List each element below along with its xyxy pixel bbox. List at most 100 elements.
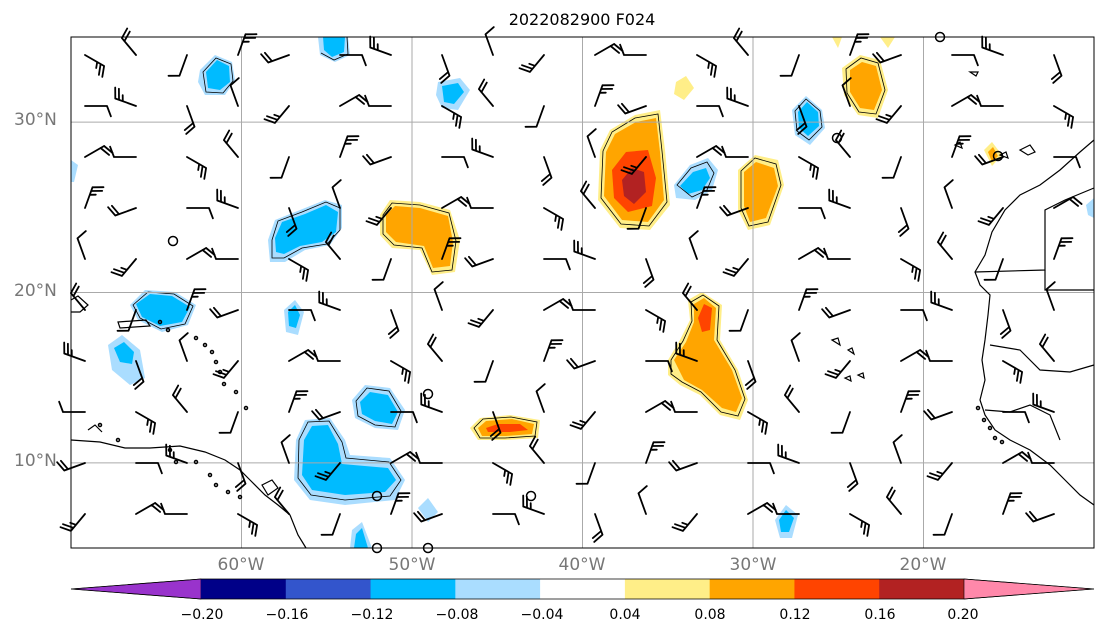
wind-barb	[135, 411, 156, 435]
wind-barb	[568, 298, 596, 311]
colorbar-swatch	[370, 579, 456, 599]
wind-barb	[441, 237, 462, 260]
wind-barb	[540, 156, 553, 186]
colorbar-swatch	[201, 579, 287, 599]
wind-barb	[671, 513, 698, 532]
wind-barb	[573, 239, 596, 260]
wind-barb	[186, 247, 216, 260]
wind-barb	[364, 94, 392, 107]
colorbar-tick-label: −0.04	[520, 607, 564, 623]
wind-barb	[849, 33, 870, 56]
island-dot	[233, 389, 239, 395]
senegal-border	[989, 344, 1095, 373]
wind-barb	[981, 35, 1004, 56]
island-dot	[999, 439, 1005, 445]
wind-barb	[110, 258, 137, 277]
wind-barb	[1002, 360, 1023, 384]
colorbar-tick-label: 0.04	[609, 607, 641, 623]
wind-barb	[798, 247, 828, 260]
wind-barb	[620, 156, 647, 175]
wind-barb	[900, 349, 930, 362]
wind-barb	[318, 290, 341, 311]
negative-anomaly-area	[418, 498, 438, 522]
negative-anomaly-area	[136, 294, 190, 326]
wind-barb	[1045, 281, 1056, 311]
wind-barb	[218, 411, 239, 434]
wind-barb	[900, 390, 921, 413]
wind-barb	[285, 207, 298, 237]
wind-barb	[637, 485, 648, 515]
wind-barb	[260, 51, 290, 64]
wind-barb	[70, 282, 86, 311]
wind-barb	[795, 105, 808, 135]
wind-barb	[932, 513, 953, 536]
cape-verde-coast	[830, 337, 865, 383]
wind-barb	[1002, 451, 1032, 464]
wind-barb	[420, 392, 443, 413]
hispaniola-coast	[70, 295, 89, 313]
wind-barb	[365, 207, 392, 226]
colorbar-swatch	[879, 579, 965, 599]
wind-barb	[433, 281, 444, 311]
wind-barb	[798, 207, 826, 220]
colorbar-swatch	[285, 579, 372, 599]
island-dot	[243, 405, 249, 411]
wind-barb	[784, 384, 800, 413]
wind-barb	[566, 357, 596, 370]
wind-barb	[543, 207, 564, 231]
positive-anomaly-area	[386, 206, 453, 268]
wind-barb	[209, 306, 239, 319]
island-dot	[981, 417, 987, 423]
wind-barb	[886, 486, 902, 515]
wind-barb	[438, 54, 451, 84]
lat-label-10n: 10°N	[14, 451, 57, 471]
wind-barb	[135, 502, 165, 515]
negative-anomaly-area	[1086, 198, 1094, 218]
gridlines	[71, 37, 1094, 548]
colorbar-tick-label: −0.08	[435, 607, 479, 623]
wind-barb	[645, 441, 666, 464]
wind-barb	[670, 400, 698, 413]
wind-barb	[178, 332, 189, 362]
wind-barb	[288, 390, 309, 413]
colorbar-swatch	[540, 579, 626, 599]
wind-barb	[390, 411, 418, 424]
wind-barb	[824, 360, 851, 379]
wind-barb	[747, 462, 775, 475]
colorbar-extend-low	[70, 578, 202, 600]
wind-barb	[524, 105, 545, 128]
colorbar-tick-label: −0.12	[350, 607, 394, 623]
wind-barb	[575, 462, 596, 485]
wind-barb	[926, 462, 953, 481]
wind-barb	[1027, 451, 1055, 464]
wind-barb	[1053, 156, 1081, 169]
lat-label-30n: 30°N	[14, 110, 57, 130]
wind-barb	[675, 341, 698, 362]
wind-barb	[897, 207, 910, 237]
island-dot	[202, 342, 208, 348]
calm-marker	[831, 132, 843, 144]
island-dot	[157, 319, 163, 325]
wind-barb	[747, 411, 768, 435]
calm-marker	[167, 235, 179, 247]
wind-barb	[237, 513, 258, 537]
wind-barb	[484, 26, 495, 56]
plot-area	[56, 26, 1095, 554]
wind-barb	[76, 230, 87, 260]
island-dot	[213, 482, 219, 488]
wind-barb	[339, 54, 367, 67]
wind-barb	[466, 196, 494, 209]
wind-barb	[937, 231, 953, 260]
island-dot	[992, 435, 998, 441]
wind-barb	[489, 411, 502, 441]
wind-barb	[728, 309, 749, 332]
wind-barb	[84, 105, 112, 118]
wind-barb	[696, 186, 717, 209]
island-dot	[225, 489, 231, 495]
wind-barb	[642, 258, 655, 288]
wind-barb	[522, 494, 545, 515]
wind-barb	[846, 462, 859, 492]
negative-anomaly-area	[302, 425, 396, 495]
wind-barb	[925, 349, 953, 362]
